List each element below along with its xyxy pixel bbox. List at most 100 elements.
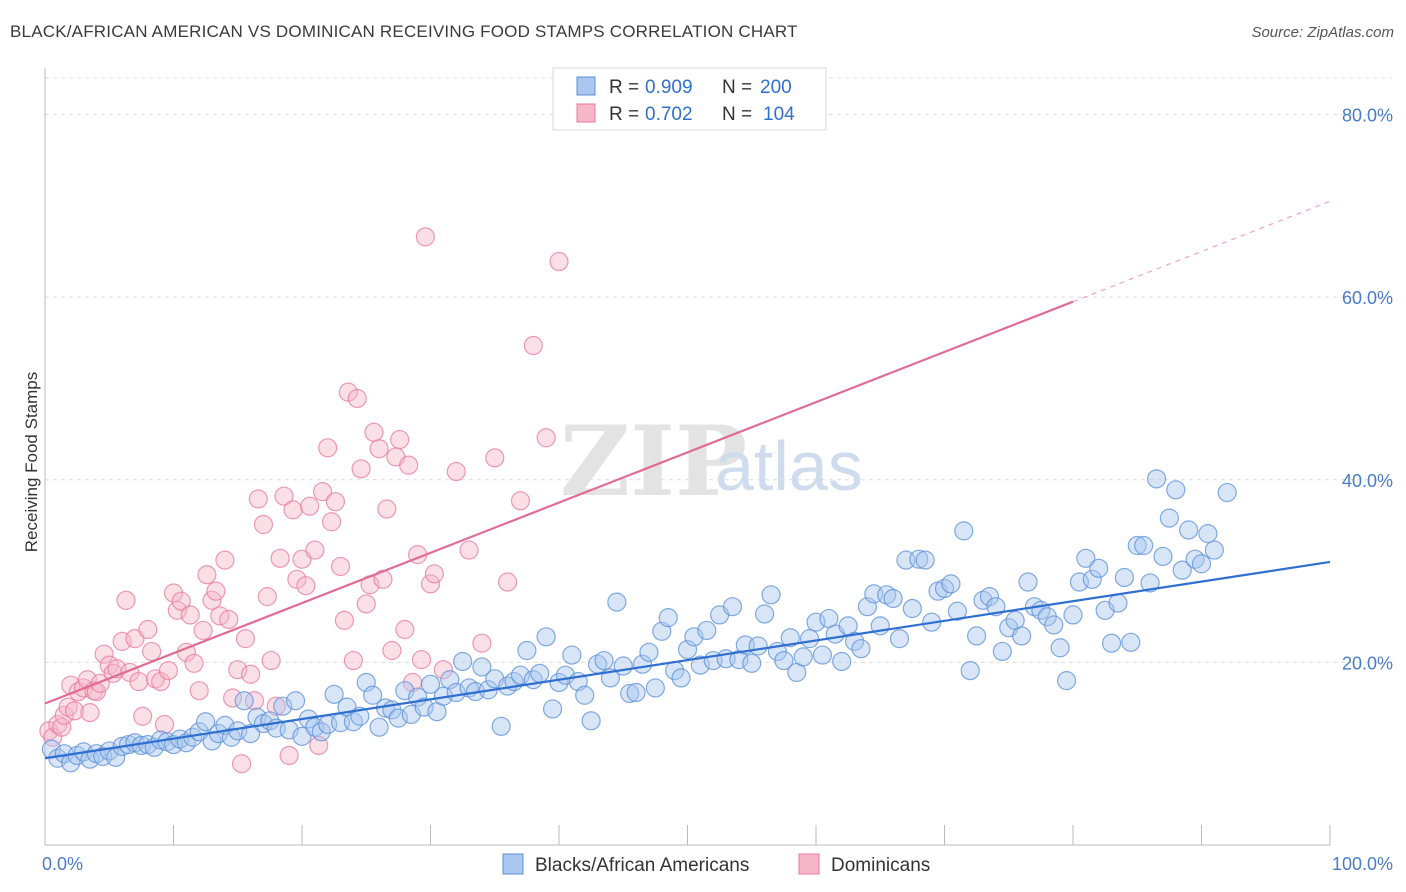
- blacks-point: [806, 612, 826, 632]
- blacks-point: [1018, 572, 1038, 592]
- blacks-point: [1159, 508, 1179, 528]
- legend-swatch-blue: [576, 76, 596, 96]
- blacks-point: [793, 647, 813, 667]
- dominicans-point: [248, 489, 268, 509]
- dominicans-point: [94, 644, 114, 664]
- dominicans-point: [312, 482, 333, 502]
- trend-lines: [44, 200, 1331, 760]
- dominicans-point: [80, 703, 100, 723]
- dominicans-point: [215, 550, 235, 570]
- blacks-point: [960, 660, 980, 681]
- watermark-zip: ZIP: [560, 405, 747, 518]
- dominicans-point: [244, 691, 265, 711]
- blacks-point: [799, 629, 820, 649]
- dominicans-point: [347, 388, 367, 409]
- blacks-point: [967, 626, 987, 646]
- blacks-point: [690, 655, 710, 675]
- dominicans-point: [283, 500, 303, 520]
- blacks-point: [369, 717, 389, 737]
- blacks-point: [196, 712, 216, 732]
- blacks-point: [530, 663, 550, 683]
- dominicans-point: [377, 499, 397, 519]
- blacks-point: [285, 691, 306, 711]
- dominicans-point: [223, 688, 243, 708]
- blacks-point: [1114, 567, 1135, 588]
- blacks-point: [889, 629, 910, 649]
- blacks-point: [844, 631, 865, 651]
- legend-n-value-blue: 200: [760, 77, 792, 98]
- dominicans-point: [232, 754, 252, 774]
- blacks-point: [1179, 520, 1199, 540]
- y-tick-label-0: 20.0%: [1342, 653, 1393, 673]
- blacks-point: [909, 549, 929, 569]
- dominicans-point: [485, 448, 505, 468]
- blacks-point: [986, 597, 1006, 617]
- blacks-point: [542, 699, 563, 719]
- blacks-point: [877, 585, 897, 605]
- dominicans-point: [158, 660, 178, 681]
- dominicans-point: [64, 701, 85, 721]
- dominicans-point: [142, 641, 162, 662]
- blacks-point: [388, 708, 408, 728]
- dominicans-point: [382, 640, 402, 661]
- dominicans-point: [133, 706, 153, 726]
- dominicans-point: [321, 512, 342, 532]
- dominicans-point: [356, 594, 376, 614]
- blacks-point: [1063, 605, 1083, 625]
- blacks-point: [626, 682, 646, 703]
- blacks-point: [620, 683, 640, 704]
- blacks-point: [979, 587, 1000, 607]
- blacks-trend-line: [44, 560, 1331, 760]
- blacks-point: [671, 668, 691, 688]
- blacks-point: [1217, 482, 1237, 503]
- dominicans-point: [138, 619, 158, 640]
- blacks-point: [1153, 546, 1173, 567]
- dominicans-point: [330, 556, 351, 577]
- dominicans-point: [424, 564, 444, 584]
- blacks-point: [1076, 548, 1096, 568]
- dominicans-point: [189, 681, 209, 701]
- blacks-point: [1108, 593, 1128, 613]
- source-label: Source: ZipAtlas.com: [1251, 24, 1394, 41]
- dominicans-point: [498, 572, 518, 592]
- blacks-point: [1127, 535, 1147, 556]
- blacks-point: [1146, 469, 1167, 489]
- legend-r-value-blue: 0.909: [645, 77, 693, 98]
- dominicans-point: [253, 514, 274, 535]
- y-tick-label-3: 80.0%: [1342, 106, 1393, 126]
- x-tick-labels: 0.0% 100.0%: [42, 854, 1393, 874]
- blacks-point: [658, 608, 678, 628]
- x-tick-label-0: 0.0%: [42, 854, 83, 874]
- blacks-point: [1121, 632, 1141, 652]
- dominicans-point: [206, 581, 226, 601]
- legend-n-value-pink: 104: [763, 104, 795, 125]
- bottom-legend-swatch-blue: [502, 853, 524, 875]
- y-tick-label-2: 60.0%: [1342, 288, 1393, 308]
- blacks-point: [472, 657, 492, 677]
- blacks-point: [1198, 524, 1218, 544]
- blacks-point: [510, 665, 531, 685]
- blacks-point: [311, 722, 331, 742]
- dominicans-point: [472, 633, 492, 653]
- dominicans-point: [433, 660, 453, 680]
- dominicans-point: [219, 609, 239, 630]
- blacks-point: [1172, 560, 1192, 580]
- legend-r-label: R =: [609, 77, 639, 98]
- blacks-point: [324, 684, 344, 704]
- bottom-legend-swatch-pink: [798, 853, 820, 875]
- legend-r-value-pink: 0.702: [645, 104, 693, 125]
- blacks-point: [363, 685, 383, 705]
- blacks-point: [883, 588, 903, 609]
- blacks-point: [1134, 535, 1154, 556]
- dominicans-point: [270, 548, 290, 568]
- blacks-point: [915, 550, 935, 570]
- dominicans-point: [510, 491, 531, 511]
- dominicans-point: [305, 540, 325, 560]
- blacks-point: [851, 639, 871, 659]
- x-tick-label-1: 100.0%: [1332, 854, 1393, 874]
- dominicans-point: [459, 540, 479, 560]
- legend-n-label: N =: [722, 77, 752, 98]
- dominicans-point: [343, 650, 363, 671]
- dominicans-point: [257, 587, 277, 607]
